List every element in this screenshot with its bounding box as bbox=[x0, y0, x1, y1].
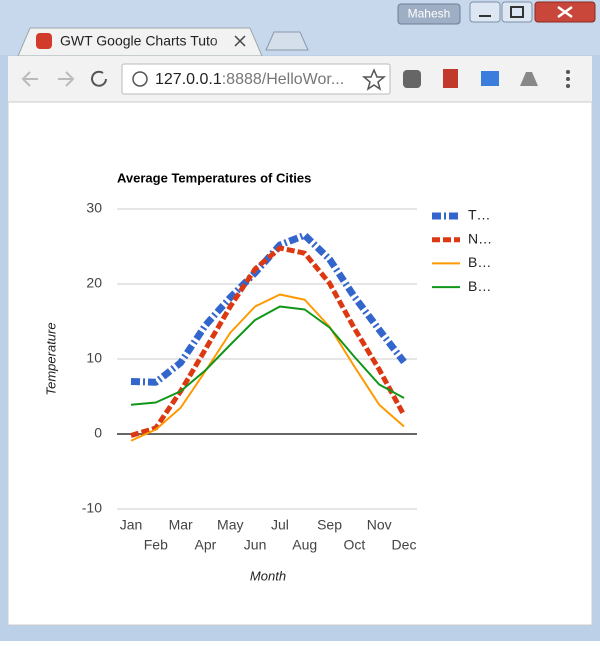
legend-label: N… bbox=[468, 230, 492, 246]
y-tick-label: 0 bbox=[94, 425, 102, 441]
series-line bbox=[130, 231, 407, 386]
x-tick-label: Sep bbox=[317, 517, 342, 533]
y-tick-label: -10 bbox=[82, 500, 102, 516]
y-tick-label: 30 bbox=[86, 200, 102, 216]
x-tick-label: Mar bbox=[169, 517, 193, 533]
tab-fade bbox=[210, 30, 242, 54]
user-name: Mahesh bbox=[408, 7, 451, 21]
extension-2[interactable] bbox=[443, 69, 458, 88]
menu-dot bbox=[566, 70, 570, 74]
url: 127.0.0.1:8888/HelloWor... bbox=[155, 71, 344, 88]
y-axis-title: Temperature bbox=[43, 322, 58, 395]
x-tick-label: Apr bbox=[195, 537, 217, 553]
url-path: :8888/HelloWor... bbox=[222, 71, 344, 88]
extension-3[interactable] bbox=[481, 71, 499, 86]
legend-label: B… bbox=[468, 278, 491, 294]
x-axis-title: Month bbox=[250, 568, 286, 583]
back-button[interactable] bbox=[21, 71, 38, 87]
maximize-icon bbox=[510, 6, 524, 18]
url-host: 127.0.0.1 bbox=[155, 71, 222, 88]
x-tick-label: Aug bbox=[292, 537, 317, 553]
maximize-button[interactable] bbox=[501, 1, 533, 23]
menu-dot bbox=[566, 84, 570, 88]
menu-button[interactable] bbox=[566, 70, 570, 88]
series-line bbox=[130, 245, 407, 438]
x-tick-label: Jul bbox=[271, 517, 289, 533]
chart-title: Average Temperatures of Cities bbox=[117, 170, 311, 185]
legend-label: T… bbox=[468, 207, 491, 223]
close-icon bbox=[557, 5, 573, 19]
tab-close[interactable] bbox=[234, 35, 246, 47]
minimize-button[interactable] bbox=[469, 1, 501, 23]
x-tick-label: Oct bbox=[343, 537, 365, 553]
chart: Average Temperatures of Cities Month Tem… bbox=[43, 170, 492, 583]
address-bar[interactable] bbox=[121, 63, 391, 95]
forward-button[interactable] bbox=[58, 71, 75, 87]
x-tick-label: Jan bbox=[120, 517, 143, 533]
series-line bbox=[130, 293, 405, 442]
y-tick-label: 20 bbox=[86, 275, 102, 291]
y-tick-label: 10 bbox=[86, 350, 102, 366]
x-tick-label: Dec bbox=[392, 537, 417, 553]
x-tick-label: Jun bbox=[244, 537, 267, 553]
tab-favicon bbox=[36, 33, 52, 49]
info-icon[interactable] bbox=[132, 71, 148, 87]
content-area bbox=[7, 101, 593, 626]
x-tick-label: Nov bbox=[367, 517, 392, 533]
menu-dot bbox=[566, 77, 570, 81]
reload-button[interactable] bbox=[91, 70, 107, 87]
tab-title: GWT Google Charts Tuto bbox=[60, 33, 218, 49]
x-tick-label: Feb bbox=[144, 537, 168, 553]
series-line bbox=[130, 305, 405, 406]
extension-4[interactable] bbox=[520, 72, 538, 86]
legend-label: B… bbox=[468, 254, 491, 270]
x-tick-label: May bbox=[217, 517, 243, 533]
new-tab-button[interactable] bbox=[265, 31, 309, 51]
extension-1[interactable] bbox=[403, 70, 421, 88]
user-badge bbox=[397, 3, 461, 25]
bookmark-star[interactable] bbox=[361, 68, 387, 91]
